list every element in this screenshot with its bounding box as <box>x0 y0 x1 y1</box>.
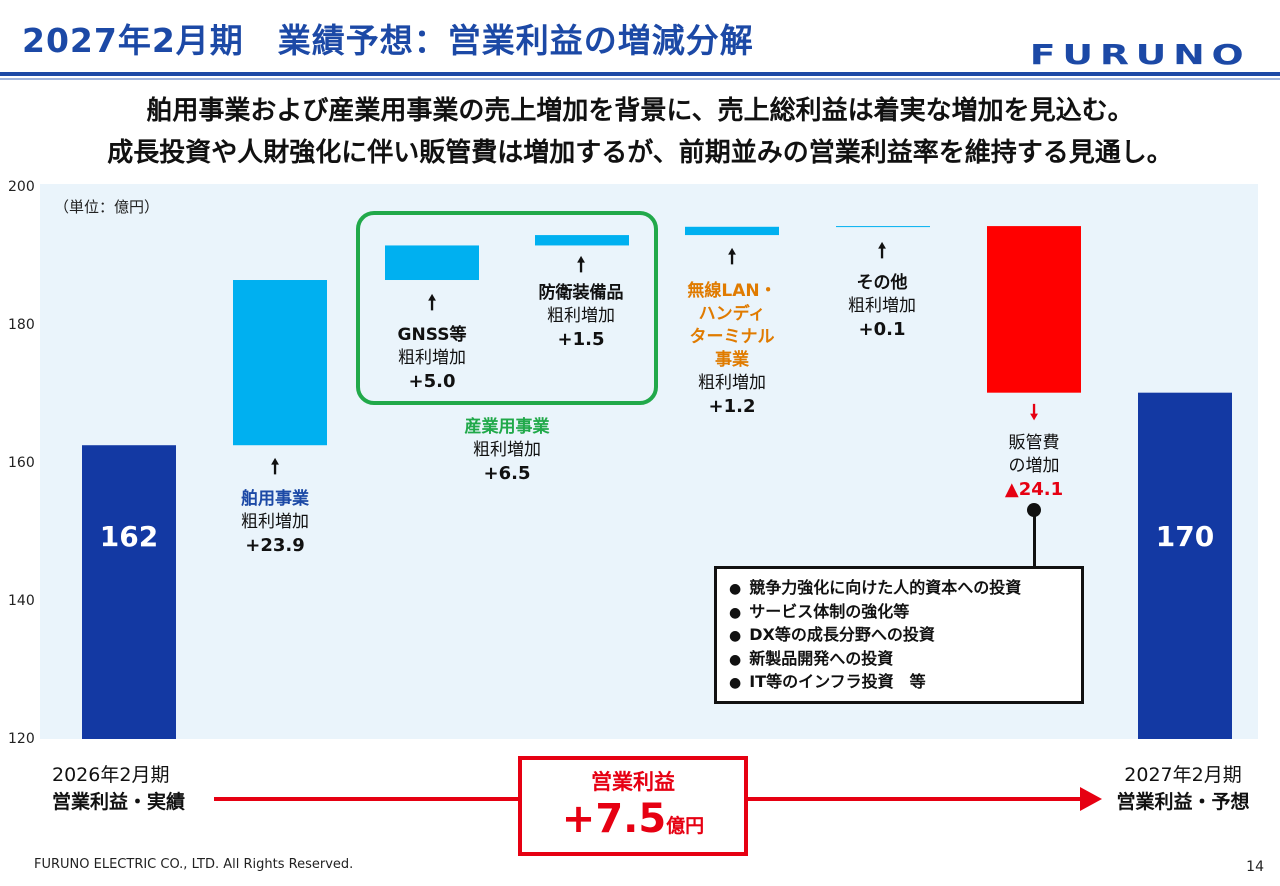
headline-2: 成長投資や人財強化に伴い販管費は増加するが、前期並みの営業利益率を維持する見通し… <box>107 138 1173 168</box>
gnss-title: GNSS等 <box>397 325 467 345</box>
defense-value: +1.5 <box>557 329 605 350</box>
wireless-title-1: 無線LAN・ <box>687 281 777 301</box>
total-bar <box>82 445 176 739</box>
unit-label: （単位：億円） <box>54 198 160 216</box>
wireless-title-4: 事業 <box>715 350 749 370</box>
increase-bar <box>535 235 629 246</box>
sgna-line2: の増加 <box>1008 456 1060 476</box>
industrial-title: 産業用事業 <box>464 417 550 437</box>
callout-connector <box>1033 510 1036 566</box>
wireless-title-2: ハンディ <box>698 304 766 324</box>
total-bar-value-label: 170 <box>1156 520 1214 553</box>
arrow-up-icon: 🠕 <box>727 244 737 268</box>
y-tick-label: 160 <box>8 455 35 471</box>
decrease-bar <box>987 226 1081 393</box>
note-item: DX等の成長分野への投資 <box>729 624 1069 648</box>
sgna-notes-box: 競争力強化に向けた人的資本への投資 サービス体制の強化等 DX等の成長分野への投… <box>714 566 1084 704</box>
increase-bar <box>836 226 930 228</box>
prev-year: 2026年2月期 <box>52 764 170 786</box>
gnss-value: +5.0 <box>408 371 456 392</box>
callout-dot <box>1027 503 1041 517</box>
gnss-annotation: GNSS等 粗利増加 +5.0 <box>398 324 467 393</box>
note-item: 競争力強化に向けた人的資本への投資 <box>729 577 1069 601</box>
sgna-annotation: 販管費 の増加 ▲24.1 <box>1005 432 1063 501</box>
arrow-down-icon: 🠗 <box>1029 400 1039 424</box>
note-item: 新製品開発への投資 <box>729 648 1069 672</box>
wireless-sub: 粗利増加 <box>698 373 766 393</box>
op-value: +7.5 <box>561 796 667 842</box>
prev-year-label: 2026年2月期 営業利益・実績 <box>52 762 212 816</box>
other-title: その他 <box>856 273 908 293</box>
total-bar <box>1138 392 1232 739</box>
other-sub: 粗利増加 <box>848 296 916 316</box>
sgna-value: ▲24.1 <box>1004 479 1064 500</box>
next-year-label: 2027年2月期 営業利益・予想 <box>1098 762 1268 816</box>
defense-title: 防衛装備品 <box>538 283 624 303</box>
headline-1: 舶用事業および産業用事業の売上増加を背景に、売上総利益は着実な増加を見込む。 <box>146 96 1134 126</box>
industrial-annotation: 産業用事業 粗利増加 +6.5 <box>465 416 550 485</box>
defense-sub: 粗利増加 <box>547 306 615 326</box>
y-tick-label: 120 <box>8 731 35 747</box>
increase-bar <box>233 280 327 446</box>
y-tick-label: 140 <box>8 593 35 609</box>
marine-annotation: 舶用事業 粗利増加 +23.9 <box>241 488 309 557</box>
wireless-value: +1.2 <box>708 396 756 417</box>
marine-title: 舶用事業 <box>241 489 309 509</box>
header-rule-thin <box>0 78 1280 80</box>
furuno-logo: FURUNO <box>1029 38 1250 71</box>
note-item: IT等のインフラ投資 等 <box>729 671 1069 695</box>
page-number: 14 <box>1246 859 1264 875</box>
op-title: 営業利益 <box>591 770 675 794</box>
next-year: 2027年2月期 <box>1124 764 1242 786</box>
wireless-annotation: 無線LAN・ ハンディ ターミナル 事業 粗利増加 +1.2 <box>687 280 776 418</box>
increase-bar <box>685 226 779 236</box>
arrow-up-icon: 🠕 <box>427 290 437 314</box>
gnss-sub: 粗利増加 <box>398 348 466 368</box>
marine-value: +23.9 <box>245 535 305 556</box>
operating-profit-box: 営業利益 +7.5億円 <box>518 756 748 856</box>
sgna-line1: 販管費 <box>1008 433 1060 453</box>
arrow-up-icon: 🠕 <box>576 252 586 276</box>
industrial-value: +6.5 <box>483 463 531 484</box>
increase-bar <box>385 245 479 281</box>
other-annotation: その他 粗利増加 +0.1 <box>848 272 916 341</box>
industrial-group-box <box>356 211 658 405</box>
next-label: 営業利益・予想 <box>1116 791 1250 813</box>
total-bar-value-label: 162 <box>100 520 158 553</box>
page-title: 2027年2月期 業績予想：営業利益の増減分解 <box>22 21 754 60</box>
industrial-sub: 粗利増加 <box>473 440 541 460</box>
note-item: サービス体制の強化等 <box>729 601 1069 625</box>
wireless-title-3: ターミナル <box>689 327 775 347</box>
header-rule <box>0 72 1280 76</box>
y-tick-label: 200 <box>8 179 35 195</box>
y-tick-label: 180 <box>8 317 35 333</box>
arrow-right-icon <box>1080 787 1102 811</box>
other-value: +0.1 <box>858 319 906 340</box>
marine-sub: 粗利増加 <box>241 512 309 532</box>
op-unit: 億円 <box>666 815 705 837</box>
arrow-up-icon: 🠕 <box>877 238 887 262</box>
arrow-up-icon: 🠕 <box>270 454 280 478</box>
defense-annotation: 防衛装備品 粗利増加 +1.5 <box>539 282 624 351</box>
prev-label: 営業利益・実績 <box>52 791 186 813</box>
footer-copyright: FURUNO ELECTRIC CO., LTD. All Rights Res… <box>34 857 354 872</box>
